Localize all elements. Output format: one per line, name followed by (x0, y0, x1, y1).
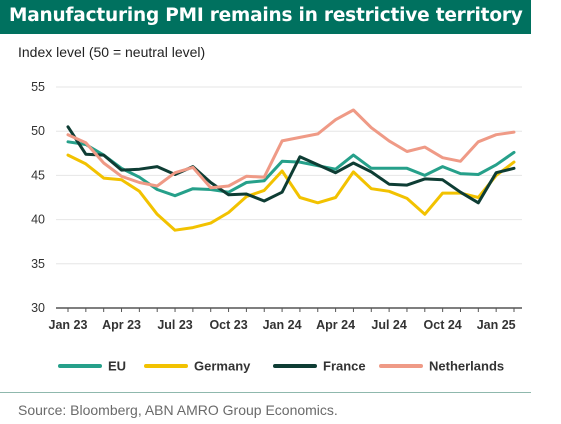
legend-label: France (323, 359, 366, 374)
source-divider (0, 392, 531, 393)
legend-label: Germany (194, 359, 251, 374)
y-tick-label: 50 (31, 124, 45, 138)
series-lines (66, 108, 516, 232)
legend-label: EU (108, 359, 126, 374)
x-tick-label: Jan 24 (263, 318, 302, 332)
y-tick-label: 55 (31, 80, 45, 94)
x-axis: Jan 23 Apr 23 Jul 23 Oct 23 Jan 24 Apr 24 Jul … (49, 307, 522, 332)
x-tick-label: Jul 24 (371, 318, 406, 332)
chart-subtitle: Index level (50 = neutral level) (18, 44, 206, 60)
series-line-eu (66, 140, 516, 198)
x-tick-label: Apr 23 (102, 318, 141, 332)
x-tick-label: Jan 25 (477, 318, 516, 332)
title-bar: Manufacturing PMI remains in restrictive… (0, 0, 531, 34)
series-line-germany (66, 153, 516, 232)
x-tick-label: Jan 23 (49, 318, 88, 332)
series-line-france (66, 125, 516, 205)
legend-label: Netherlands (429, 359, 504, 374)
y-tick-label: 45 (31, 168, 45, 182)
source-note: Source: Bloomberg, ABN AMRO Group Econom… (18, 402, 338, 418)
x-tick-label: Oct 23 (209, 318, 247, 332)
y-tick-label: 40 (31, 213, 45, 227)
series-line-netherlands (66, 108, 516, 190)
y-tick-label: 35 (31, 257, 45, 271)
y-tick-label: 30 (31, 301, 45, 315)
x-tick-label: Apr 24 (316, 318, 355, 332)
x-tick-label: Jul 23 (157, 318, 192, 332)
y-axis-ticks: 30 35 40 45 50 55 (31, 80, 45, 315)
x-tick-label: Oct 24 (424, 318, 462, 332)
legend: EU Germany France Netherlands (58, 359, 504, 374)
chart-title: Manufacturing PMI remains in restrictive… (9, 5, 523, 26)
